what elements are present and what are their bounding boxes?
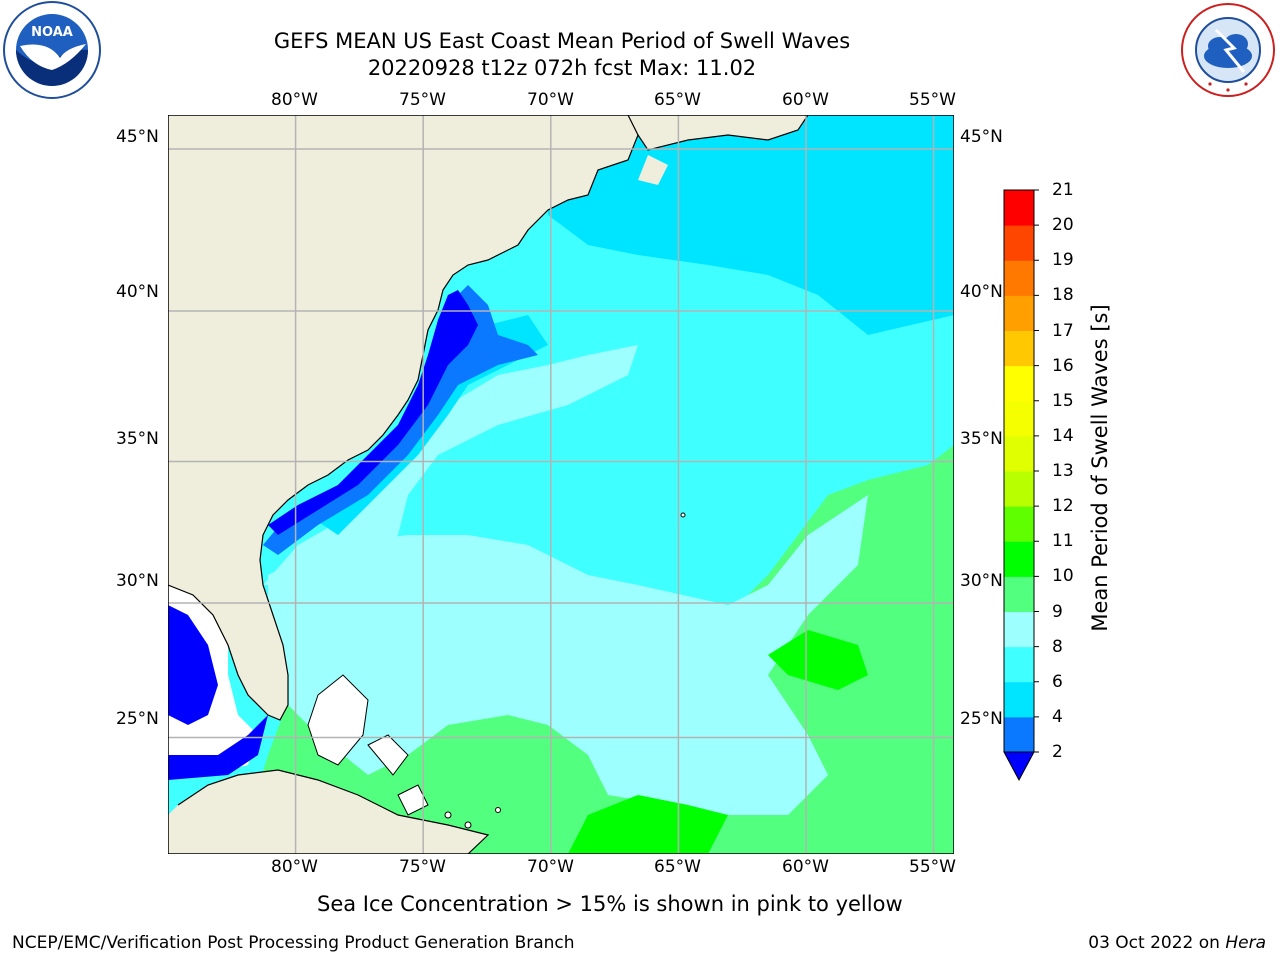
colorbar-tick-label: 2 bbox=[1052, 742, 1063, 762]
footer-date: 03 Oct 2022 on Hera bbox=[1088, 933, 1266, 953]
colorbar-tick-label: 10 bbox=[1052, 566, 1074, 587]
field-under-2s bbox=[268, 290, 478, 535]
bahamas-islands bbox=[307, 512, 686, 829]
colorbar-tick-label: 12 bbox=[1052, 496, 1074, 517]
colorbar-tick-label: 17 bbox=[1052, 320, 1074, 341]
lon-label-top-55w: 55°W bbox=[909, 90, 956, 110]
footer-organization: NCEP/EMC/Verification Post Processing Pr… bbox=[12, 933, 575, 953]
colorbar-segment bbox=[1004, 400, 1034, 437]
coastline bbox=[168, 115, 809, 854]
colorbar-segment bbox=[1004, 716, 1034, 753]
field-8-9s bbox=[268, 495, 868, 815]
lat-label-left-40n: 40°N bbox=[116, 282, 159, 302]
lon-label-bottom-60w: 60°W bbox=[782, 857, 829, 877]
colorbar-label-box: Mean Period of Swell Waves [s] bbox=[1080, 185, 1120, 775]
colorbar-extend-triangle bbox=[1003, 751, 1035, 782]
footer-machine: Hera bbox=[1225, 933, 1266, 953]
colorbar-ticks: 2 4 6 8 9 10 11 12 13 14 15 16 17 18 19 20 21 bbox=[1052, 180, 1092, 770]
colorbar-tick-label: 20 bbox=[1052, 215, 1074, 236]
lat-label-left-25n: 25°N bbox=[116, 709, 159, 729]
colorbar-tick-label: 9 bbox=[1052, 601, 1063, 622]
lat-label-right-35n: 35°N bbox=[960, 429, 1003, 449]
colorbar-tick-label: 19 bbox=[1052, 250, 1074, 271]
gulf-field-under-2s bbox=[168, 605, 268, 780]
colorbar-tick-label: 16 bbox=[1052, 355, 1074, 376]
lon-label-bottom-65w: 65°W bbox=[654, 857, 701, 877]
lon-label-top-75w: 75°W bbox=[399, 90, 446, 110]
colorbar-segment bbox=[1004, 471, 1034, 507]
colorbar-segment bbox=[1004, 681, 1034, 718]
lat-label-right-25n: 25°N bbox=[960, 709, 1003, 729]
colorbar-segment bbox=[1004, 506, 1034, 542]
map-svg bbox=[167, 114, 955, 855]
colorbar-label: Mean Period of Swell Waves [s] bbox=[1088, 304, 1112, 632]
colorbar-tick-label: 6 bbox=[1052, 671, 1063, 692]
field-2-4s bbox=[263, 285, 538, 555]
colorbar-segment bbox=[1004, 541, 1034, 577]
lon-label-top-80w: 80°W bbox=[271, 90, 318, 110]
land-canada-maritimes bbox=[628, 115, 808, 185]
colorbar-segment bbox=[1004, 190, 1034, 226]
lat-label-right-45n: 45°N bbox=[960, 127, 1003, 147]
lon-label-top-70w: 70°W bbox=[527, 90, 574, 110]
colorbar-segment bbox=[1004, 225, 1034, 261]
graticule bbox=[168, 115, 954, 854]
lat-label-left-35n: 35°N bbox=[116, 429, 159, 449]
lon-label-bottom-80w: 80°W bbox=[271, 857, 318, 877]
colorbar-tick-label: 14 bbox=[1052, 425, 1074, 446]
colorbar-tick-label: 11 bbox=[1052, 531, 1074, 552]
colorbar-tick-label: 8 bbox=[1052, 636, 1063, 657]
nws-logo bbox=[1176, 0, 1280, 100]
colorbar-segment bbox=[1004, 365, 1034, 402]
map-panel bbox=[167, 114, 955, 855]
lat-label-right-30n: 30°N bbox=[960, 571, 1003, 591]
colorbar bbox=[1000, 185, 1050, 785]
land-north-america bbox=[168, 115, 638, 720]
lon-label-bottom-75w: 75°W bbox=[399, 857, 446, 877]
land-cuba bbox=[168, 770, 488, 854]
colorbar-tick-label: 21 bbox=[1052, 180, 1074, 200]
field-10-11s bbox=[568, 630, 868, 854]
lon-label-bottom-70w: 70°W bbox=[527, 857, 574, 877]
colorbar-tick-label: 13 bbox=[1052, 461, 1074, 481]
colorbar-svg bbox=[1003, 189, 1039, 782]
colorbar-tick-label: 4 bbox=[1052, 706, 1063, 727]
sea-ice-note: Sea Ice Concentration > 15% is shown in … bbox=[317, 892, 903, 916]
colorbar-segment bbox=[1004, 646, 1034, 683]
colorbar-segment bbox=[1004, 611, 1034, 648]
lat-label-right-40n: 40°N bbox=[960, 282, 1003, 302]
noaa-logo: NOAA bbox=[0, 0, 104, 100]
lon-label-top-60w: 60°W bbox=[782, 90, 829, 110]
colorbar-segment bbox=[1004, 330, 1034, 367]
lat-label-left-45n: 45°N bbox=[116, 127, 159, 147]
lon-label-bottom-55w: 55°W bbox=[909, 857, 956, 877]
field-8-9s-coastal bbox=[263, 345, 638, 585]
colorbar-tick-label: 18 bbox=[1052, 285, 1074, 306]
colorbar-segment bbox=[1004, 295, 1034, 331]
colorbar-tick-label: 15 bbox=[1052, 390, 1074, 411]
chart-subtitle: 20220928 t12z 072h fcst Max: 11.02 bbox=[367, 56, 757, 80]
colorbar-segment bbox=[1004, 260, 1034, 296]
colorbar-segment bbox=[1004, 576, 1034, 612]
chart-title: GEFS MEAN US East Coast Mean Period of S… bbox=[273, 29, 851, 53]
noaa-logo-text: NOAA bbox=[31, 25, 73, 40]
lat-label-left-30n: 30°N bbox=[116, 571, 159, 591]
footer-date-text: 03 Oct 2022 on bbox=[1088, 933, 1226, 953]
colorbar-segment bbox=[1004, 435, 1034, 472]
lon-label-top-65w: 65°W bbox=[654, 90, 701, 110]
